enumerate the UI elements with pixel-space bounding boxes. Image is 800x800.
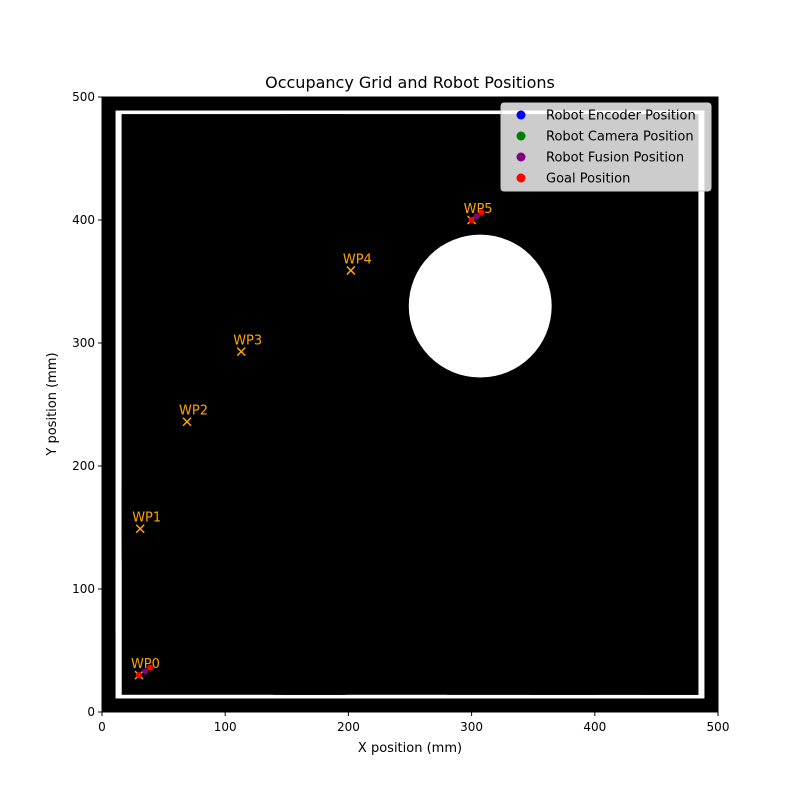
occupied-region: [121, 114, 181, 561]
y-axis-label: Y position (mm): [45, 352, 60, 456]
roundabout-island: [408, 234, 552, 378]
legend-label: Robot Fusion Position: [546, 151, 684, 166]
waypoint-label: WP2: [179, 404, 208, 419]
legend-marker: [516, 131, 526, 141]
trajectory-point: [468, 217, 475, 223]
trajectory-point: [473, 213, 480, 220]
legend-marker: [516, 152, 526, 162]
y-tick-label: 400: [72, 213, 95, 227]
legend-label: Robot Camera Position: [546, 130, 694, 145]
y-tick-label: 200: [72, 459, 95, 473]
occupied-region: [191, 281, 260, 421]
trajectory-point: [142, 668, 149, 675]
y-tick-label: 0: [87, 705, 95, 719]
waypoint-marker: [236, 347, 246, 357]
waypoint-label: WP4: [343, 252, 372, 267]
legend: Robot Encoder Position Robot Camera Posit…: [500, 102, 712, 192]
occupied-region: [121, 486, 509, 546]
legend-label: Robot Encoder Position: [546, 109, 696, 124]
x-tick-label: 100: [214, 720, 237, 734]
waypoint-label: WP3: [233, 334, 262, 349]
y-tick-label: 500: [72, 90, 95, 104]
y-tick-label: 300: [72, 336, 95, 350]
axis-ticks: 0 100 200 300 400 500 0 100 200 300 400 500: [72, 90, 729, 734]
plot-frame: [101, 96, 719, 713]
trajectory-point: [135, 672, 142, 679]
chart-title: Occupancy Grid and Robot Positions: [265, 73, 555, 92]
trajectory-point: [478, 209, 485, 216]
x-tick-label: 0: [98, 720, 106, 734]
legend-marker: [516, 173, 526, 183]
legend-marker: [516, 110, 526, 120]
x-tick-label: 200: [337, 720, 360, 734]
x-tick-label: 300: [460, 720, 483, 734]
waypoint-label: WP1: [132, 511, 161, 526]
legend-label: Goal Position: [546, 172, 630, 187]
trajectory-point: [147, 664, 154, 671]
x-tick-label: 400: [583, 720, 606, 734]
x-tick-label: 500: [707, 720, 730, 734]
waypoint-marker: [135, 524, 145, 534]
legend-box: [500, 102, 712, 192]
occupied-region: [641, 114, 699, 695]
x-axis-label: X position (mm): [358, 741, 462, 756]
waypoint-marker: [182, 417, 192, 427]
y-tick-label: 100: [72, 582, 95, 596]
waypoint-label: WP5: [464, 202, 493, 217]
waypoint-marker: [346, 265, 356, 275]
occupied-region: [273, 545, 346, 695]
